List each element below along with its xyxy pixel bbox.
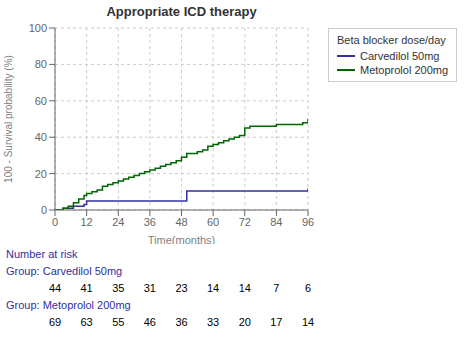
svg-text:40: 40 — [35, 131, 47, 143]
html-text:36: 36 — [175, 316, 188, 328]
html-text:Appropriate ICD therapy: Appropriate ICD therapy — [106, 4, 257, 19]
svg-text:24: 24 — [112, 216, 124, 228]
svg-text:36: 36 — [144, 216, 156, 228]
html-text:55: 55 — [112, 316, 125, 328]
svg-text:100: 100 — [29, 22, 47, 34]
html-text:Carvedilol 50mg: Carvedilol 50mg — [360, 50, 440, 62]
html-text:Group: Metoprolol 200mg: Group: Metoprolol 200mg — [6, 299, 131, 311]
html-text:31: 31 — [143, 282, 156, 294]
svg-text:96: 96 — [302, 216, 314, 228]
svg-text:0: 0 — [52, 216, 58, 228]
svg-text:60: 60 — [207, 216, 219, 228]
html-text:20: 20 — [238, 316, 251, 328]
html-text:63: 63 — [80, 316, 93, 328]
html-text:Group: Carvedilol 50mg: Group: Carvedilol 50mg — [6, 265, 123, 277]
html-text:14: 14 — [207, 282, 220, 294]
svg-text:Time(months): Time(months) — [148, 234, 215, 244]
html-text:46: 46 — [143, 316, 156, 328]
svg-text:80: 80 — [35, 58, 47, 70]
svg-text:84: 84 — [270, 216, 282, 228]
html-text:Metoprolol 200mg: Metoprolol 200mg — [360, 64, 449, 76]
svg-text:100 - Survival probability (%): 100 - Survival probability (%) — [8, 55, 14, 183]
svg-text:12: 12 — [81, 216, 93, 228]
html-text:14: 14 — [301, 316, 315, 328]
svg-text:60: 60 — [35, 95, 47, 107]
html-text:69: 69 — [48, 316, 62, 328]
html-text:17: 17 — [270, 316, 283, 328]
html-text:44: 44 — [48, 282, 62, 294]
html-text:23: 23 — [175, 282, 188, 294]
html-text:Beta blocker dose/day: Beta blocker dose/day — [337, 34, 446, 46]
svg-text:0: 0 — [41, 204, 47, 216]
html-text:35: 35 — [112, 282, 125, 294]
html-text:33: 33 — [207, 316, 220, 328]
html-text:7: 7 — [273, 282, 280, 294]
svg-text:48: 48 — [175, 216, 187, 228]
svg-text:72: 72 — [239, 216, 251, 228]
html-text:6: 6 — [304, 282, 312, 294]
svg-text:20: 20 — [35, 168, 47, 180]
html-text:41: 41 — [80, 282, 93, 294]
html-text:14: 14 — [238, 282, 251, 294]
html-text:Number at risk: Number at risk — [6, 248, 78, 260]
